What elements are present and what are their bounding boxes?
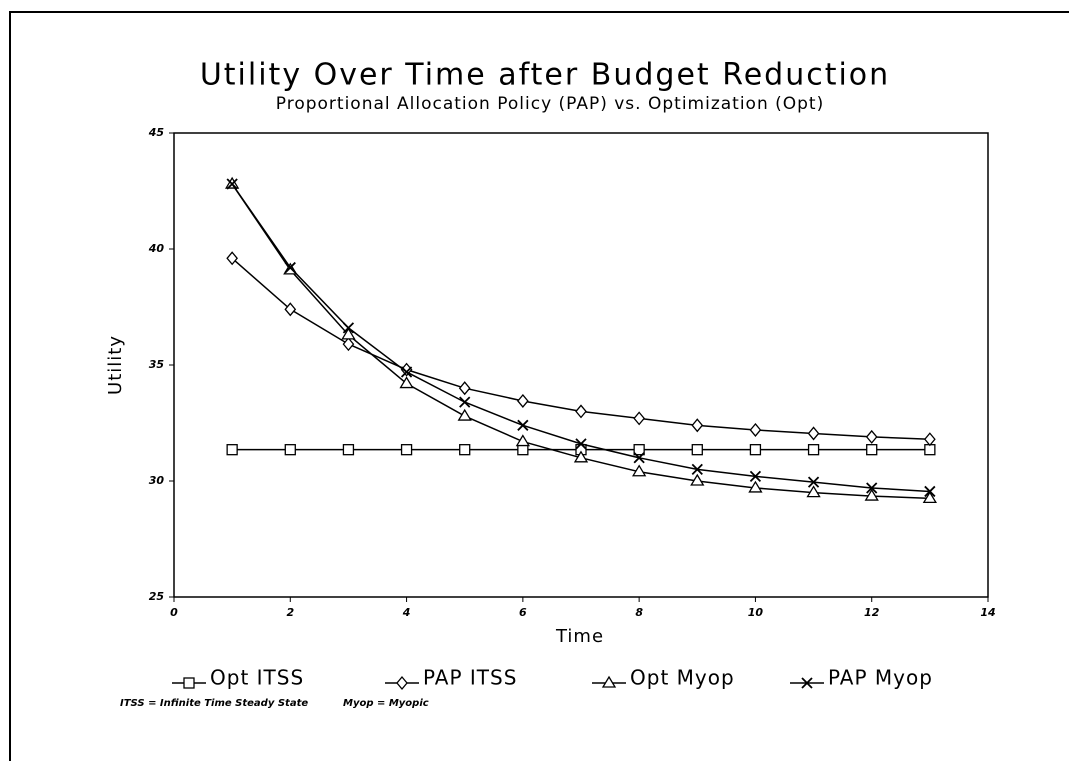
marker xyxy=(183,677,195,689)
marker xyxy=(631,464,647,477)
marker xyxy=(575,438,587,450)
marker xyxy=(633,411,645,426)
legend-label: PAP ITSS xyxy=(423,666,517,690)
marker xyxy=(691,463,703,476)
marker xyxy=(341,327,356,340)
chart-subtitle: Proportional Allocation Policy (PAP) vs.… xyxy=(276,94,824,114)
marker xyxy=(458,381,471,396)
marker xyxy=(864,488,879,501)
marker xyxy=(517,419,529,431)
x-tick-label: 8 xyxy=(635,606,643,619)
marker xyxy=(284,444,296,456)
legend-label: PAP Myop xyxy=(828,666,933,690)
marker xyxy=(633,452,645,464)
marker xyxy=(342,322,355,334)
marker xyxy=(573,450,589,463)
marker xyxy=(342,444,355,456)
y-tick-label: 25 xyxy=(149,590,165,603)
y-tick-label: 35 xyxy=(149,358,165,371)
marker xyxy=(922,491,938,504)
marker xyxy=(801,677,813,689)
marker xyxy=(284,302,297,317)
marker xyxy=(866,444,878,456)
y-tick-label: 30 xyxy=(149,474,165,487)
legend-item: Opt Myop xyxy=(592,666,735,690)
marker xyxy=(515,434,531,447)
legend-item: PAP Myop xyxy=(790,666,933,690)
plot-frame xyxy=(173,132,989,598)
y-axis-label: Utility xyxy=(105,335,126,395)
marker xyxy=(459,396,471,408)
x-tick-label: 6 xyxy=(519,606,527,619)
marker xyxy=(400,444,413,456)
marker xyxy=(924,432,936,447)
marker xyxy=(749,444,762,456)
marker xyxy=(459,444,471,456)
marker xyxy=(226,251,238,266)
marker xyxy=(749,470,762,482)
marker xyxy=(399,376,414,389)
x-tick-label: 10 xyxy=(748,606,764,619)
marker xyxy=(226,178,238,190)
x-tick-label: 2 xyxy=(286,606,294,619)
marker xyxy=(866,482,878,494)
x-tick-label: 12 xyxy=(864,606,880,619)
page-frame xyxy=(9,11,1069,761)
marker xyxy=(601,675,617,688)
marker xyxy=(342,337,355,352)
marker xyxy=(517,393,529,408)
y-tick-label: 45 xyxy=(148,126,165,139)
marker xyxy=(691,444,703,456)
marker xyxy=(691,418,704,433)
annotation: ITSS = Infinite Time Steady State xyxy=(120,698,308,709)
marker xyxy=(806,485,821,498)
marker xyxy=(807,444,820,456)
marker xyxy=(457,408,472,421)
x-axis-label: Time xyxy=(555,626,604,647)
marker xyxy=(575,404,587,419)
marker xyxy=(924,485,936,498)
y-tick-label: 40 xyxy=(148,242,165,255)
marker xyxy=(807,476,820,488)
marker xyxy=(865,429,878,444)
marker xyxy=(284,261,296,274)
marker xyxy=(690,473,705,486)
marker xyxy=(633,444,645,456)
x-tick-label: 14 xyxy=(980,606,995,619)
marker xyxy=(396,675,408,691)
chart-title: Utility Over Time after Budget Reduction xyxy=(200,58,890,93)
legend-label: Opt ITSS xyxy=(210,666,304,690)
legend-label: Opt Myop xyxy=(630,666,735,690)
marker xyxy=(400,366,413,378)
annotation: Myop = Myopic xyxy=(343,698,429,709)
marker xyxy=(748,480,763,493)
marker xyxy=(226,444,238,456)
marker xyxy=(807,426,820,441)
x-tick-label: 0 xyxy=(170,606,178,619)
legend-item: Opt ITSS xyxy=(172,666,304,690)
legend-item: PAP ITSS xyxy=(385,666,517,691)
marker xyxy=(749,422,762,437)
x-tick-label: 4 xyxy=(402,606,411,619)
